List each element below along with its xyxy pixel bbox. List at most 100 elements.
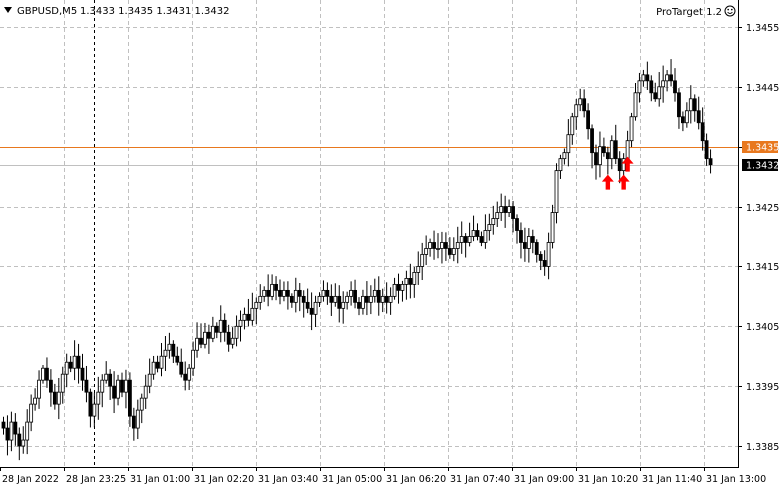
candle-body-up <box>400 283 405 291</box>
symbol-timeframe: GBPUSD,M5 <box>17 6 77 17</box>
candle <box>519 222 523 259</box>
candle-body-down <box>432 242 436 249</box>
candle-body-up <box>641 74 646 82</box>
x-tick-label: 31 Jan 06:20 <box>386 474 446 485</box>
candle <box>380 288 385 313</box>
candle <box>684 102 689 128</box>
candle-body-up <box>345 295 350 303</box>
candle <box>436 233 440 259</box>
candle-body-up <box>424 248 429 255</box>
candle <box>333 283 338 307</box>
candle <box>49 369 53 407</box>
candle-body-down <box>677 92 681 118</box>
candle <box>511 201 515 233</box>
candle <box>104 361 109 384</box>
candle-body-down <box>519 230 523 243</box>
candle-body-down <box>84 379 89 393</box>
candle <box>100 374 105 408</box>
candle <box>21 426 26 454</box>
candle-body-up <box>29 403 34 423</box>
candle-body-up <box>661 80 666 88</box>
price-axis[interactable]: 1.3455 1.3445 1.3435 1.3425 1.3415 1.3405 1.33… <box>738 23 779 453</box>
candle <box>206 324 211 354</box>
candle-body-down <box>309 307 314 315</box>
candle <box>432 230 436 260</box>
candle <box>60 366 65 404</box>
candle-body-down <box>289 295 294 303</box>
candle-body-up <box>143 385 148 399</box>
candle <box>440 231 444 264</box>
candle-body-down <box>530 236 535 243</box>
candle <box>64 353 69 388</box>
candle <box>677 88 681 129</box>
candle-body-up <box>554 170 559 213</box>
candle <box>388 287 393 315</box>
candle-body-down <box>112 385 116 399</box>
candle <box>317 292 322 308</box>
candle-body-up <box>380 295 385 303</box>
triangle-down-icon[interactable] <box>4 7 12 13</box>
candle <box>285 281 290 310</box>
candle <box>637 72 642 103</box>
candle <box>629 112 634 148</box>
candle-body-up <box>349 289 354 297</box>
candle-body-up <box>135 409 140 429</box>
candle-body-down <box>155 361 160 369</box>
candle-body-up <box>210 325 215 339</box>
candle-body-down <box>17 433 22 447</box>
candle-body-down <box>278 289 282 297</box>
candle <box>364 281 369 316</box>
candle-body-down <box>353 289 357 303</box>
candle <box>704 133 709 166</box>
candle-body-down <box>376 289 381 303</box>
candle-body-up <box>60 373 65 393</box>
candle <box>120 372 124 398</box>
candle <box>408 263 413 299</box>
candle <box>349 281 354 306</box>
bid-price-tag <box>742 159 778 171</box>
candle-body-down <box>542 260 547 267</box>
candle-body-up <box>637 80 642 94</box>
candle <box>84 365 89 403</box>
candle-body-up <box>665 74 669 82</box>
candle <box>558 154 563 179</box>
candle <box>210 316 215 343</box>
candle-body-up <box>124 379 128 393</box>
candle <box>218 305 223 343</box>
candle <box>112 371 116 414</box>
candle-body-down <box>447 248 452 255</box>
candle-body-down <box>305 301 310 309</box>
candle <box>538 251 543 271</box>
x-tick-label: 31 Jan 01:00 <box>130 474 190 485</box>
candle <box>503 195 508 228</box>
candle-body-up <box>218 319 223 333</box>
y-tick-label: 1.3385 <box>746 442 779 453</box>
candle-body-up <box>621 158 626 172</box>
candle-body-down <box>183 373 188 381</box>
candle <box>183 361 188 391</box>
candle <box>507 199 512 218</box>
time-axis[interactable]: 28 Jan 2022 28 Jan 23:25 31 Jan 01:00 31 Ja… <box>0 467 767 485</box>
candle-body-up <box>451 248 456 255</box>
up-arrow-icon <box>621 156 634 172</box>
candle-body-up <box>151 361 156 375</box>
candle-body-up <box>234 325 239 339</box>
candle-body-down <box>704 140 709 160</box>
candle <box>376 276 381 316</box>
candle <box>467 222 472 247</box>
candle <box>56 377 61 420</box>
candle <box>534 239 539 263</box>
candle-body-down <box>120 379 124 393</box>
candle <box>443 232 448 261</box>
candle-body-down <box>206 331 211 339</box>
candle-body-up <box>471 230 476 237</box>
candle <box>357 297 361 316</box>
candle-body-up <box>578 98 583 106</box>
candle-body-down <box>199 337 203 345</box>
candle <box>479 231 484 247</box>
candle-body-up <box>116 379 120 399</box>
candle-body-up <box>147 373 152 387</box>
candle <box>1 416 6 435</box>
